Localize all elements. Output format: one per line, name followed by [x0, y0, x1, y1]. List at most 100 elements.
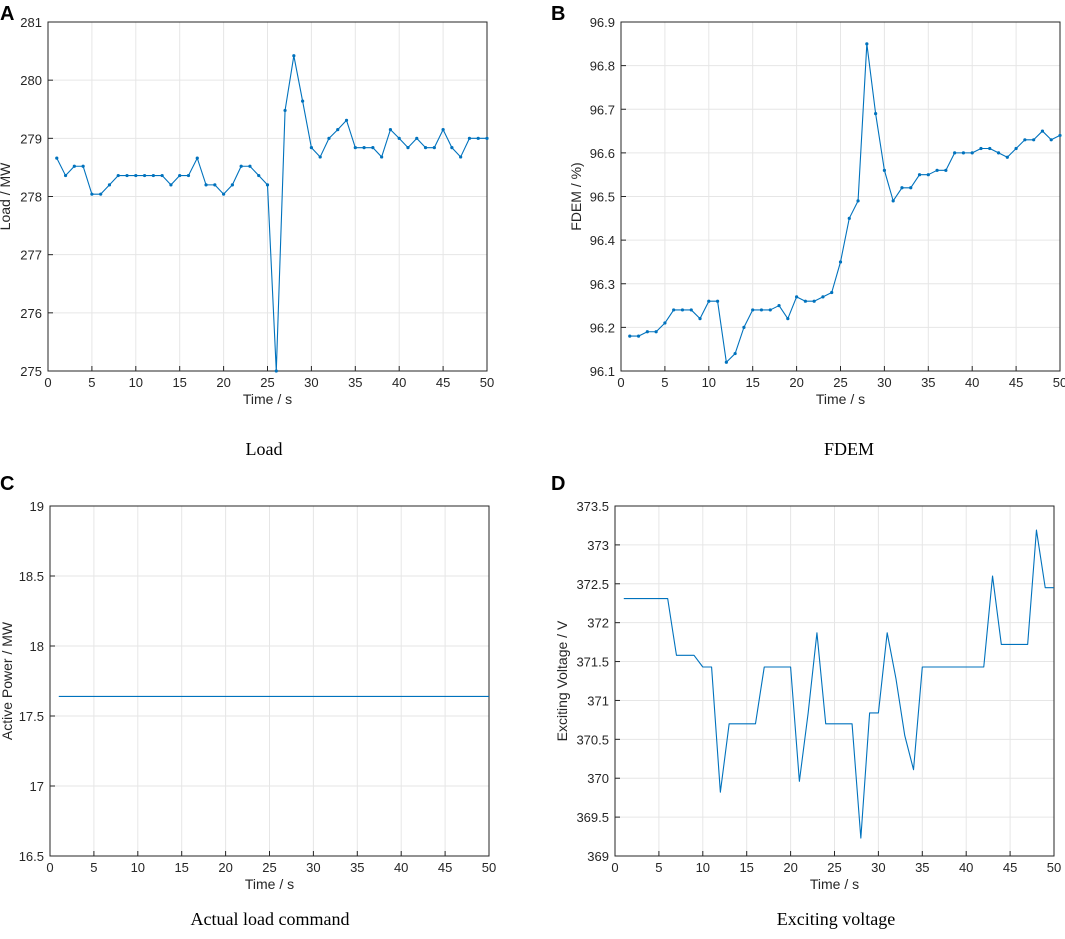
panel-d-ytick-label: 372.5 — [576, 577, 609, 592]
panel-a-ytick-label: 278 — [20, 190, 42, 205]
panel-a-data-point — [99, 192, 103, 196]
panel-a-data-point — [90, 192, 94, 196]
panel-a-data-point — [318, 155, 322, 159]
panel-d-ytick-label: 370.5 — [576, 732, 609, 747]
panel-b-data-point — [795, 295, 799, 299]
panel-a-ytick-label: 279 — [20, 131, 42, 146]
panel-b-data-point — [698, 317, 702, 321]
panel-a-data-point — [476, 136, 480, 140]
panel-b-data-point — [944, 168, 948, 172]
panel-b-data-point — [645, 330, 649, 334]
panel-a-ytick-label: 276 — [20, 306, 42, 321]
panel-a-data-point — [388, 128, 393, 132]
panel-a-data-point — [485, 136, 489, 140]
panel-b-ytick-label: 96.1 — [590, 364, 615, 379]
panel-d-ytick-label: 373.5 — [576, 499, 609, 514]
panel-c-ylabel: Active Power / MW — [0, 621, 15, 740]
panel-c-xtick-label: 10 — [131, 860, 145, 875]
panel-b: B 0 5 10 15 20 25 30 35 40 45 50 96.1 96.2 96.3 96.4 96… — [551, 3, 1065, 459]
panel-b-data-point — [917, 173, 922, 177]
panel-d-xtick-label: 45 — [1003, 860, 1017, 875]
panel-b-plot: 0 5 10 15 20 25 30 35 40 45 50 96.1 96.2 96.3 96.4 96.5… — [568, 15, 1065, 407]
panel-b-data-point — [663, 321, 667, 325]
panel-b-data-point — [759, 308, 764, 312]
panel-b-data-point — [874, 112, 878, 116]
panel-b-data-point — [935, 168, 939, 172]
panel-d-xtick-label: 15 — [739, 860, 753, 875]
panel-b-data-point — [830, 290, 834, 295]
panel-a-data-point — [301, 99, 305, 103]
panel-b-data-point — [724, 360, 728, 364]
panel-b-ytick-label: 96.9 — [590, 15, 615, 30]
panel-d-ylabel: Exciting Voltage / V — [554, 620, 570, 741]
panel-c-ytick-label: 18 — [30, 639, 44, 654]
panel-a-data-point — [169, 183, 173, 187]
panel-a-xtick-label: 0 — [44, 375, 51, 390]
panel-b-ytick-label: 96.4 — [590, 233, 615, 248]
panel-d-ytick-label: 369 — [587, 849, 609, 864]
panel-a-ytick-label: 281 — [20, 15, 42, 30]
panel-a-data-point — [81, 164, 85, 168]
panel-c-xtick-label: 40 — [394, 860, 408, 875]
panel-a-data-point — [116, 173, 120, 178]
panel-b-data-point — [628, 334, 632, 338]
panel-d: D 0 5 10 15 20 25 30 35 40 45 50 369 369.5 370 370.5 37… — [551, 473, 1061, 929]
panel-c-xtick-label: 15 — [174, 860, 188, 875]
panel-c-plot: 0 5 10 15 20 25 30 35 40 45 50 16.5 17 17.5 18 18.5 19 Ti… — [0, 499, 496, 892]
panel-d-xtick-label: 30 — [871, 860, 885, 875]
panel-a-data-point — [72, 164, 76, 168]
panel-b-data-point — [680, 308, 685, 312]
panel-b-data-point — [715, 299, 720, 303]
panel-b-xtick-label: 25 — [833, 375, 847, 390]
panel-b-data-point — [786, 317, 790, 321]
panel-c-caption: Actual load command — [191, 909, 350, 929]
panel-d-ytick-label: 369.5 — [576, 810, 609, 825]
panel-d-xtick-label: 40 — [959, 860, 973, 875]
panel-a-data-point — [423, 146, 428, 150]
panel-b-xtick-label: 10 — [702, 375, 716, 390]
panel-a-data-point — [204, 183, 208, 187]
panel-b-xtick-label: 40 — [965, 375, 979, 390]
panel-c-xtick-label: 50 — [482, 860, 496, 875]
panel-b-data-point — [1049, 138, 1053, 142]
panel-b-data-point — [812, 299, 816, 303]
panel-a-xtick-label: 35 — [348, 375, 362, 390]
panel-a-data-point — [415, 136, 419, 140]
panel-c: C 0 5 10 15 20 25 30 35 40 45 50 16.5 17 17.5 18 18.5 19… — [0, 473, 496, 929]
panel-b-data-point — [856, 199, 860, 203]
panel-a-data-point — [195, 156, 199, 160]
panel-b-data-point — [988, 146, 992, 151]
panel-a-xtick-label: 15 — [172, 375, 186, 390]
panel-a-data-point — [257, 173, 261, 178]
panel-d-caption: Exciting voltage — [777, 909, 895, 929]
panel-b-data-point — [742, 325, 746, 329]
panel-b-data-point — [979, 146, 983, 151]
panel-b-data-point — [733, 351, 737, 356]
panel-a-xtick-label: 40 — [392, 375, 406, 390]
panel-a-data-point — [230, 183, 234, 187]
panel-c-ytick-label: 17 — [30, 779, 44, 794]
panel-a-data-point — [151, 173, 155, 178]
panel-b-data-point — [900, 186, 904, 190]
panel-d-xtick-label: 35 — [915, 860, 929, 875]
panel-c-xtick-label: 0 — [46, 860, 53, 875]
panel-a-data-point — [397, 136, 401, 140]
panel-a-data-point — [125, 173, 129, 178]
panel-a-data-point — [344, 118, 349, 122]
panel-d-label: D — [551, 473, 565, 495]
panel-a-ytick-label: 280 — [20, 73, 42, 88]
panel-a-plot: 0 5 10 15 20 25 30 35 40 45 50 275 276 277 278 279 280 28… — [0, 15, 494, 407]
panel-b-data-point — [847, 216, 851, 220]
panel-a-data-point — [450, 146, 454, 150]
panel-b-xtick-label: 45 — [1009, 375, 1023, 390]
panel-b-ytick-label: 96.6 — [590, 146, 615, 161]
panel-a-data-point — [327, 136, 331, 140]
panel-d-xtick-label: 20 — [783, 860, 797, 875]
panel-b-data-point — [882, 168, 887, 172]
panel-a-xtick-label: 30 — [304, 375, 318, 390]
panel-a-data-point — [336, 128, 340, 132]
panel-b-xtick-label: 20 — [789, 375, 803, 390]
panel-a-xtick-label: 20 — [216, 375, 230, 390]
panel-b-data-point — [953, 151, 957, 155]
